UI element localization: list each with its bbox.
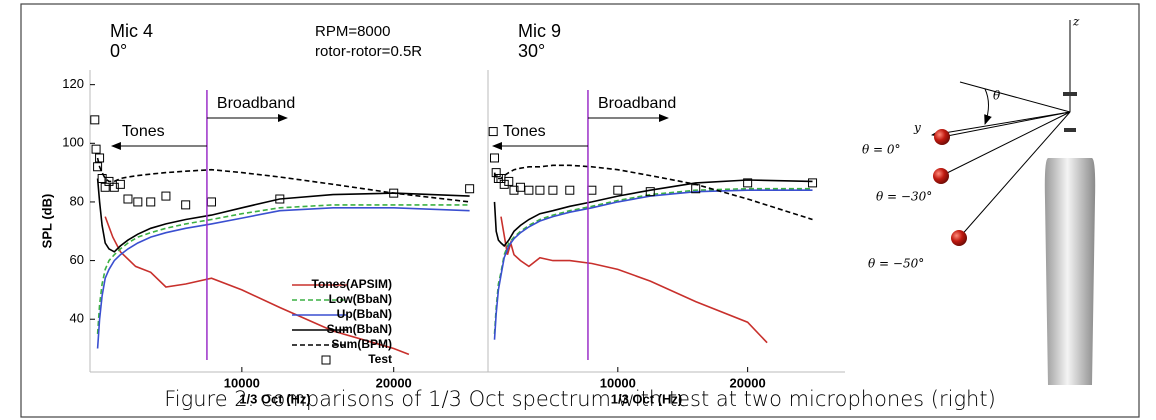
microphone <box>951 230 967 246</box>
legend-label: Sum(BPM) <box>331 337 392 351</box>
region-label: Tones <box>122 123 165 140</box>
mic-line <box>958 111 1071 239</box>
y-axis <box>931 111 1071 138</box>
legend-swatch <box>321 355 331 365</box>
test-point <box>499 179 509 189</box>
angle-label: θ <box>993 89 1001 103</box>
series-line <box>493 179 813 248</box>
rotor <box>1063 92 1077 96</box>
mic-label: θ = −30° <box>876 190 932 204</box>
test-point <box>548 185 558 195</box>
series-line <box>493 164 813 221</box>
diagram: z y θ θ = 0° θ = −30° θ = −50° <box>862 15 1096 385</box>
legend-label: Tones(APSIM) <box>312 277 392 291</box>
test-point <box>206 197 216 207</box>
chart-subtitle: 0° <box>110 41 127 61</box>
figure-border <box>20 3 1140 418</box>
test-point <box>90 115 100 125</box>
y-tick-label: 60 <box>70 252 84 267</box>
microphone <box>934 129 950 145</box>
y-tick-label: 100 <box>62 135 84 150</box>
microphone <box>933 168 949 184</box>
chart-title: Mic 9 <box>518 21 561 41</box>
series-line <box>493 187 813 334</box>
region-label: Broadband <box>217 95 295 112</box>
x-axis-label: 1/3 Oct (Hz) <box>611 391 683 406</box>
test-point <box>104 176 114 186</box>
test-point <box>275 194 285 204</box>
legend-label: Test <box>368 352 392 366</box>
series-line <box>500 216 768 344</box>
legend-label: Low(BbaN) <box>329 292 392 306</box>
test-point <box>389 188 399 198</box>
test-point <box>491 168 501 178</box>
tower <box>1044 158 1096 385</box>
test-point <box>535 185 545 195</box>
test-point <box>613 185 623 195</box>
series-line <box>96 204 470 334</box>
test-point <box>465 184 475 194</box>
x-tick-label: 10000 <box>224 375 260 390</box>
y-axis-label: SPL (dB) <box>39 194 54 249</box>
test-point <box>146 197 156 207</box>
annotation: RPM=8000 <box>315 23 390 40</box>
test-point <box>161 191 171 201</box>
series-line <box>104 216 410 356</box>
test-point <box>645 187 655 197</box>
mic-label: θ = −50° <box>868 257 924 271</box>
angle-arc <box>984 88 992 125</box>
test-point <box>109 182 119 192</box>
test-point <box>93 162 103 172</box>
x-axis-label: 1/3 Oct (Hz) <box>239 391 311 406</box>
test-point <box>133 197 143 207</box>
mic-label: θ = 0° <box>862 143 901 157</box>
x-tick-label: 20000 <box>730 375 766 390</box>
z-label: z <box>1072 15 1080 29</box>
test-point <box>743 178 753 188</box>
series-line <box>96 207 470 349</box>
test-point <box>489 153 499 163</box>
caption: Figure 2. comparisons of 1/3 Oct spectru… <box>164 387 996 411</box>
series-line <box>493 189 813 340</box>
x-tick-label: 10000 <box>600 375 636 390</box>
test-point <box>808 178 818 188</box>
rotor <box>1064 128 1076 132</box>
test-point <box>97 173 107 183</box>
y-tick-label: 40 <box>70 311 84 326</box>
chart-subtitle: 30° <box>518 41 545 61</box>
test-point <box>91 144 101 154</box>
test-point <box>115 179 125 189</box>
y-tick-label: 80 <box>70 193 84 208</box>
y-label: y <box>913 121 921 135</box>
test-point <box>509 185 519 195</box>
annotation: rotor-rotor=0.5R <box>315 43 422 60</box>
test-point <box>95 153 105 163</box>
test-point <box>691 184 701 194</box>
x-tick-label: 20000 <box>376 375 412 390</box>
chart-title: Mic 4 <box>110 21 153 41</box>
legend-label: Up(BbaN) <box>337 307 392 321</box>
region-label: Broadband <box>598 95 676 112</box>
mic-line <box>940 111 1071 177</box>
test-point <box>524 185 534 195</box>
test-point <box>123 194 133 204</box>
test-point <box>181 200 191 210</box>
legend-label: Sum(BbaN) <box>327 322 392 336</box>
y-tick-label: 120 <box>62 76 84 91</box>
reference-line <box>959 81 1071 113</box>
series-line <box>96 178 470 253</box>
mic-line <box>941 111 1071 138</box>
test-point <box>488 127 498 137</box>
region-label: Tones <box>503 123 546 140</box>
test-point <box>587 185 597 195</box>
test-point <box>565 185 575 195</box>
test-point <box>504 176 514 186</box>
